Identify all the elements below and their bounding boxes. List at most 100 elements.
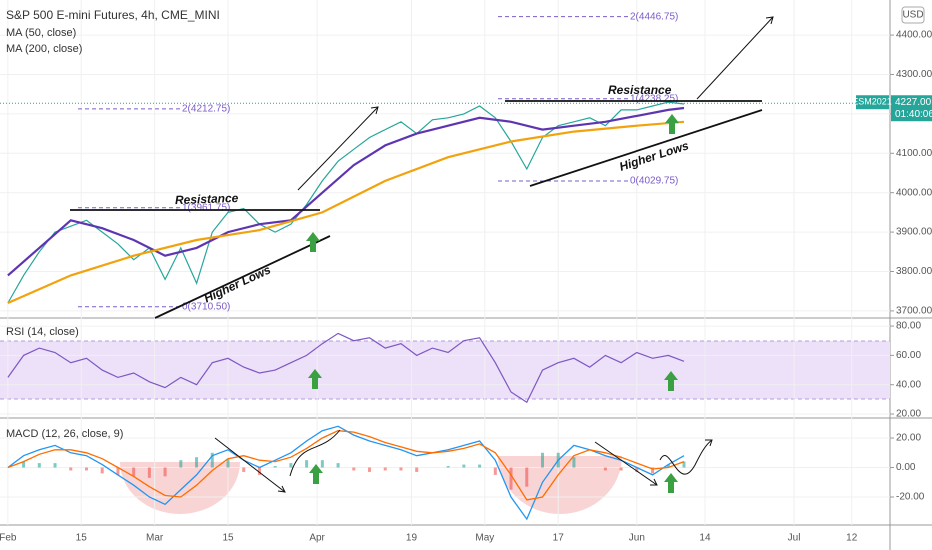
fib-label: 1(3961.75) [182, 202, 230, 213]
fib-label: 2(4446.75) [630, 11, 678, 22]
symbol-label: ESM2021 [852, 97, 892, 107]
trendlines [70, 100, 763, 319]
y-tick-label: 20.00 [896, 409, 921, 420]
histogram-bar [399, 467, 403, 471]
histogram-bar [525, 467, 529, 487]
arrow-head [277, 485, 286, 493]
x-tick-label: 15 [76, 533, 88, 544]
histogram-bar [336, 463, 340, 468]
annotation: Resistance [175, 191, 239, 207]
pane-title: MACD (12, 26, close, 9) [6, 428, 123, 440]
histogram-bar [651, 467, 655, 474]
histogram-bar [226, 458, 230, 468]
y-tick-label: 80.00 [896, 321, 921, 332]
x-tick-label: Apr [309, 533, 325, 544]
projection-arrow [297, 106, 379, 191]
macd-line [7, 425, 685, 521]
histogram-bar [462, 464, 466, 468]
x-tick-label: 17 [553, 533, 565, 544]
histogram-bar [635, 467, 639, 472]
y-tick-label: 0.00 [896, 462, 916, 473]
up-arrow [308, 369, 322, 389]
arrows [214, 16, 774, 493]
signal-arrows [306, 114, 679, 493]
y-tick-label: 40.00 [896, 379, 921, 390]
x-tick-label: Mar [146, 533, 164, 544]
histogram-bar [147, 467, 151, 478]
y-tick-label: 3700.00 [896, 306, 932, 317]
arrow-head [650, 478, 658, 486]
currency-box [901, 6, 925, 24]
y-tick-label: 3800.00 [896, 266, 932, 277]
higher-lows-line [154, 235, 331, 319]
arrow-head [370, 106, 379, 115]
pane-title: RSI (14, close) [6, 326, 79, 338]
y-tick-label: 20.00 [896, 433, 921, 444]
histogram-bar [37, 463, 41, 468]
histogram-bar [666, 464, 670, 468]
macd-arrow [659, 439, 713, 475]
arrow-head [705, 439, 713, 447]
histogram-bar [320, 460, 324, 468]
fib-label: 1(4238.25) [630, 93, 678, 104]
histogram-bar [53, 463, 57, 468]
arrow-head [765, 16, 774, 25]
histogram-bar [383, 467, 387, 471]
x-tick-label: May [475, 533, 494, 544]
up-arrow [664, 473, 678, 493]
histogram-bar [210, 452, 214, 468]
x-tick-label: 15 [222, 533, 234, 544]
histogram-bar [163, 467, 167, 477]
y-tick-label: 60.00 [896, 350, 921, 361]
y-tick-label: 4400.00 [896, 30, 932, 41]
histogram-bar [305, 460, 309, 468]
up-arrow [309, 464, 323, 484]
histogram-bar [540, 452, 544, 468]
histogram-bar [619, 467, 623, 471]
x-tick-label: Jun [629, 533, 645, 544]
histogram-bar [368, 467, 372, 472]
macd-arrow [594, 441, 658, 486]
histogram-bar [84, 467, 88, 471]
histogram-bar [242, 467, 246, 472]
histogram-bar [132, 467, 136, 477]
moving-average [7, 120, 685, 305]
histogram-bar [257, 467, 261, 475]
histogram-bar [195, 457, 199, 468]
histogram-bar [572, 457, 576, 468]
histogram-bar [478, 464, 482, 468]
x-tick-label: 12 [846, 533, 858, 544]
moving-average [7, 106, 685, 277]
countdown: 01:40:06 [895, 109, 932, 120]
higher-lows-line [529, 109, 763, 187]
histogram-bar [352, 467, 356, 471]
legend-entry: MA (200, close) [6, 43, 82, 55]
histogram-bar [289, 463, 293, 468]
up-arrow [306, 232, 320, 252]
histogram-bar [415, 467, 419, 472]
rsi-line [7, 332, 685, 404]
x-tick-label: 19 [406, 533, 418, 544]
fib-label: 0(3710.50) [182, 301, 230, 312]
x-tick-label: Jul [788, 533, 801, 544]
y-tick-label: 4300.00 [896, 69, 932, 80]
histogram-bar [446, 466, 450, 468]
fib-label: 2(4212.75) [182, 103, 230, 114]
y-tick-label: -20.00 [896, 492, 925, 503]
histogram-bar [493, 467, 497, 475]
price-line [7, 101, 685, 304]
histogram-bar [179, 460, 183, 468]
histogram-bar [603, 467, 607, 471]
currency: USD [902, 10, 923, 21]
macd-arrow [214, 437, 286, 493]
up-arrow [664, 371, 678, 391]
macd-line [7, 430, 685, 501]
y-tick-label: 4100.00 [896, 148, 932, 159]
y-tick-label: 3900.00 [896, 227, 932, 238]
last-price-label: 4227.00 [895, 97, 932, 108]
rsi-band [0, 341, 890, 399]
histogram-bar [69, 467, 73, 471]
projection-arrow [696, 16, 774, 100]
